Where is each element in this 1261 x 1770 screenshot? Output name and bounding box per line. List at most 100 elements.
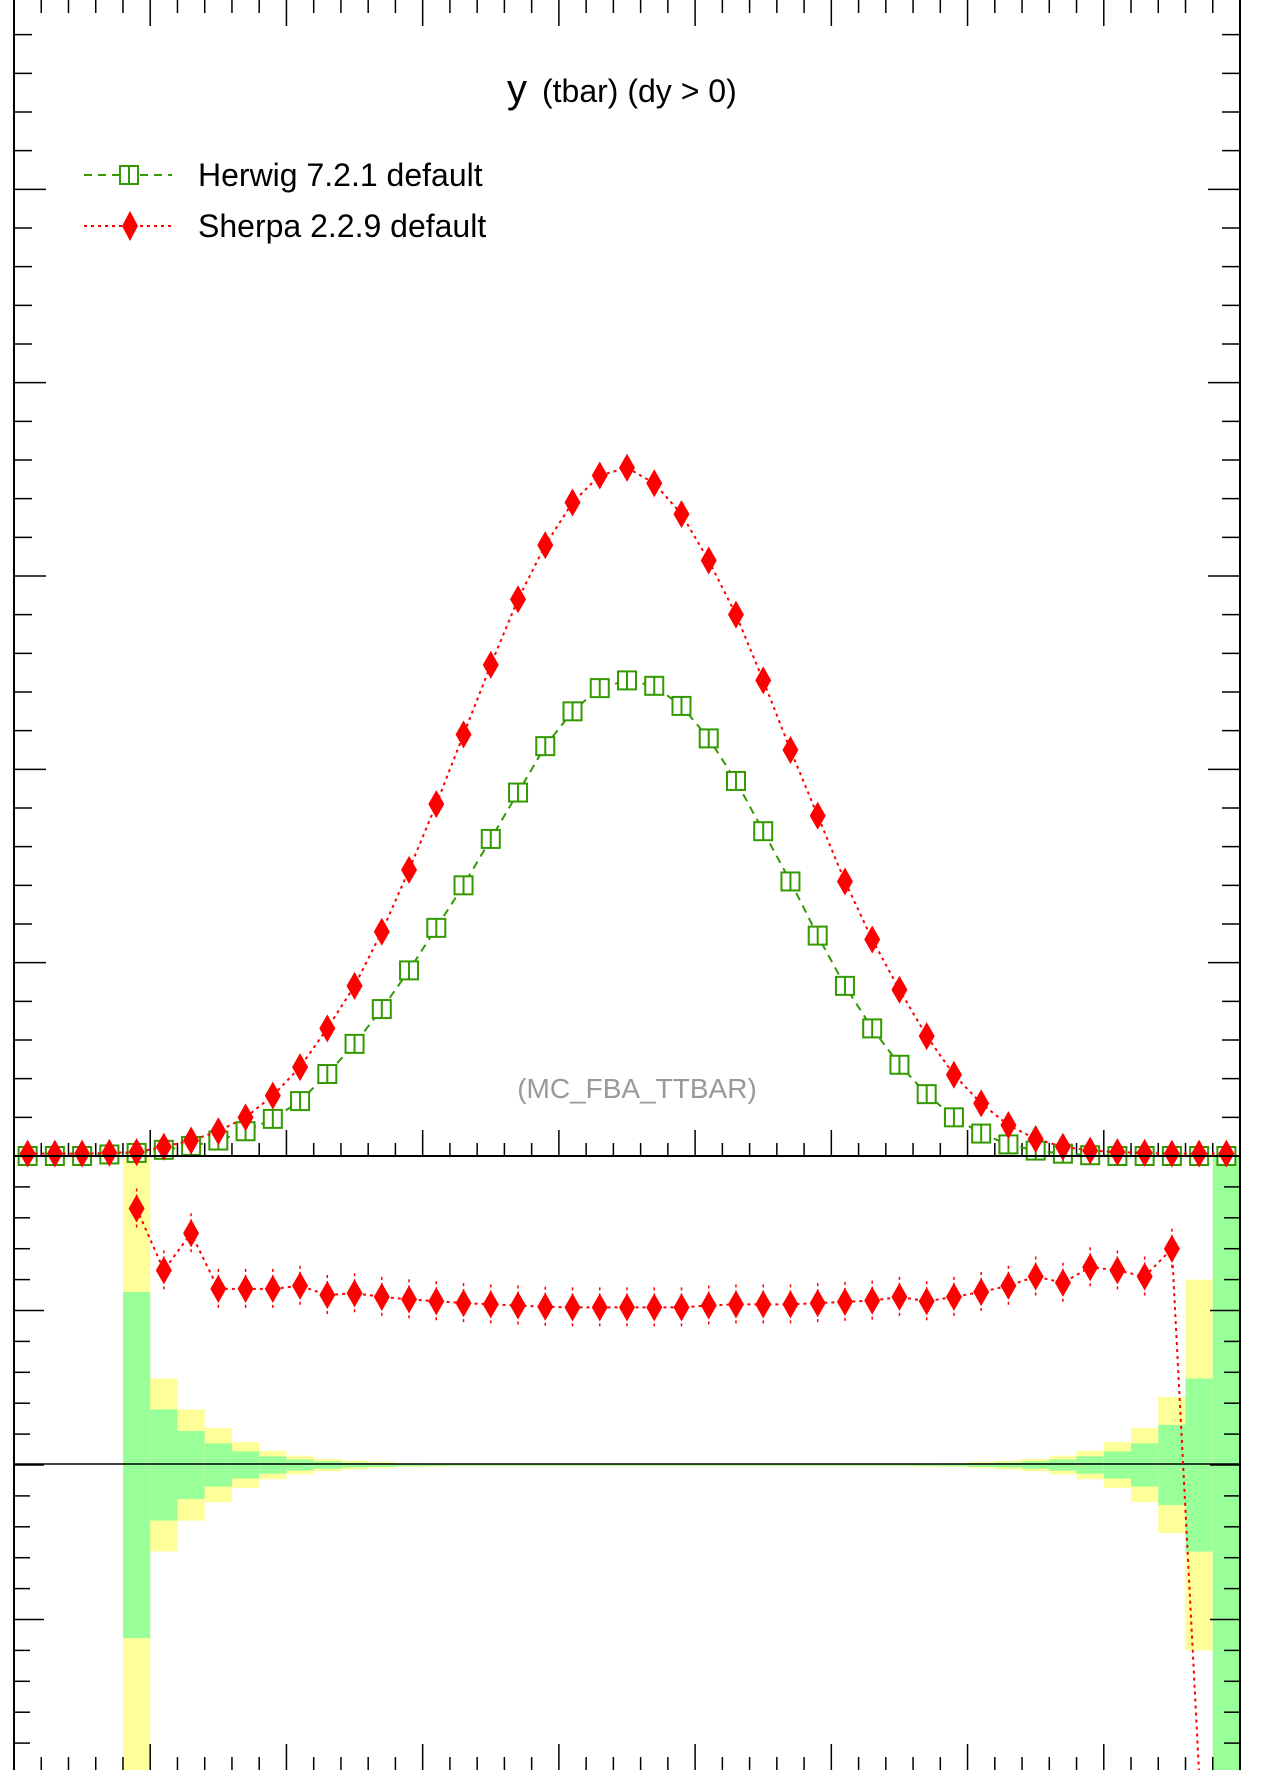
ratio-band-inner: [776, 1464, 805, 1466]
ratio-sherpa-point: [1136, 1262, 1153, 1291]
ratio-sherpa-point: [727, 1290, 744, 1319]
ratio-sherpa-point: [755, 1290, 772, 1319]
sherpa-point: [128, 1138, 145, 1167]
ratio-band-inner: [477, 1464, 505, 1466]
sherpa-point: [727, 600, 744, 629]
ratio-sherpa-point: [864, 1286, 881, 1315]
ratio-band-inner: [940, 1463, 968, 1467]
sherpa-point: [973, 1089, 990, 1118]
ratio-band-inner: [1212, 1156, 1240, 1770]
ratio-sherpa-point: [918, 1287, 935, 1316]
ratio-band-inner: [749, 1464, 777, 1466]
ratio-sherpa-point: [1082, 1253, 1099, 1282]
ratio-band-inner: [722, 1464, 750, 1466]
ratio-band-inner: [885, 1464, 914, 1466]
ratio-band-inner: [1076, 1456, 1104, 1474]
ratio-band-inner: [1049, 1459, 1077, 1471]
ratio-band-inner: [368, 1463, 396, 1467]
ratio-sherpa-point: [210, 1274, 227, 1303]
ratio-sherpa-point: [1109, 1256, 1126, 1285]
sherpa-point: [401, 855, 418, 884]
sherpa-point: [1082, 1136, 1099, 1165]
plot-title-rest: (tbar) (dy > 0): [542, 73, 737, 109]
ratio-band-inner: [858, 1464, 886, 1466]
ratio-sherpa-point: [1027, 1262, 1044, 1291]
sherpa-point: [836, 867, 853, 896]
ratio-sherpa-point: [237, 1274, 254, 1303]
ratio-sherpa-point: [891, 1282, 908, 1311]
ratio-series-sherpa: [128, 1188, 1200, 1770]
ratio-band-inner: [1103, 1451, 1132, 1479]
sherpa-point: [482, 650, 499, 679]
analysis-watermark: (MC_FBA_TTBAR): [517, 1073, 757, 1104]
ratio-band-inner: [558, 1464, 587, 1466]
ratio-band-inner: [1131, 1443, 1159, 1487]
sherpa-point: [755, 666, 772, 695]
ratio-uncertainty-bands: [122, 1156, 1240, 1770]
ratio-band-inner: [967, 1463, 995, 1467]
ratio-band-inner: [613, 1464, 641, 1466]
ratio-sherpa-point: [401, 1285, 418, 1314]
legend-sherpa-marker: [122, 211, 138, 241]
ratio-sherpa-point: [591, 1293, 608, 1322]
ratio-band-inner: [504, 1464, 532, 1466]
ratio-sherpa-point: [782, 1290, 799, 1319]
sherpa-point: [591, 461, 608, 490]
sherpa-point: [1109, 1138, 1126, 1167]
ratio-sherpa-point: [646, 1293, 663, 1322]
ratio-frame: [13, 1155, 1241, 1770]
ratio-band-inner: [913, 1464, 941, 1466]
sherpa-point: [1191, 1139, 1208, 1168]
legend-sherpa-label: Sherpa 2.2.9 default: [198, 208, 486, 244]
sherpa-point: [673, 500, 690, 529]
ratio-band-inner: [259, 1456, 287, 1474]
sherpa-point: [1054, 1132, 1071, 1161]
ratio-band-inner: [640, 1464, 668, 1466]
ratio-sherpa-point: [264, 1274, 281, 1303]
ratio-sherpa-point: [564, 1293, 581, 1322]
sherpa-point: [19, 1139, 36, 1168]
ratio-sherpa-point: [373, 1282, 390, 1311]
ratio-band-inner: [177, 1431, 205, 1499]
ratio-band-inner: [395, 1463, 423, 1467]
sherpa-point: [74, 1139, 91, 1168]
ratio-sherpa-point: [945, 1282, 962, 1311]
ratio-sherpa-point: [673, 1293, 690, 1322]
ratio-sherpa-point: [809, 1289, 826, 1318]
ratio-band-inner: [1022, 1461, 1050, 1469]
ratio-sherpa-point: [155, 1256, 172, 1285]
ratio-sherpa-point: [836, 1287, 853, 1316]
sherpa-point: [1163, 1139, 1180, 1168]
ratio-band-inner: [286, 1459, 314, 1471]
sherpa-point: [264, 1081, 281, 1110]
ratio-band-inner: [667, 1464, 696, 1466]
sherpa-point: [510, 585, 527, 614]
ratio-band-inner: [150, 1409, 178, 1521]
sherpa-point: [101, 1138, 118, 1167]
sherpa-point: [1218, 1139, 1235, 1168]
sherpa-point: [646, 469, 663, 498]
sherpa-point: [373, 917, 390, 946]
sherpa-point: [619, 453, 635, 482]
ratio-sherpa-point: [700, 1291, 717, 1320]
legend: Herwig 7.2.1 default Sherpa 2.2.9 defaul…: [84, 157, 486, 244]
sherpa-point: [210, 1117, 227, 1146]
sherpa-point: [155, 1132, 172, 1161]
sherpa-point: [700, 546, 717, 575]
sherpa-point: [46, 1139, 63, 1168]
ratio-sherpa-point: [619, 1293, 635, 1322]
ratio-sherpa-line: [135, 1208, 1200, 1770]
ratio-sherpa-point: [428, 1287, 445, 1316]
ratio-sherpa-point: [1054, 1268, 1071, 1297]
ratio-band-inner: [449, 1464, 478, 1466]
ratio-band-inner: [531, 1464, 559, 1466]
ratio-sherpa-point: [973, 1277, 990, 1306]
sherpa-point: [428, 790, 445, 819]
ratio-band-inner: [422, 1464, 450, 1466]
sherpa-point: [564, 488, 581, 517]
sherpa-point: [864, 925, 881, 954]
ratio-band-inner: [122, 1291, 151, 1639]
sherpa-point: [455, 720, 472, 749]
sherpa-point: [537, 531, 554, 560]
